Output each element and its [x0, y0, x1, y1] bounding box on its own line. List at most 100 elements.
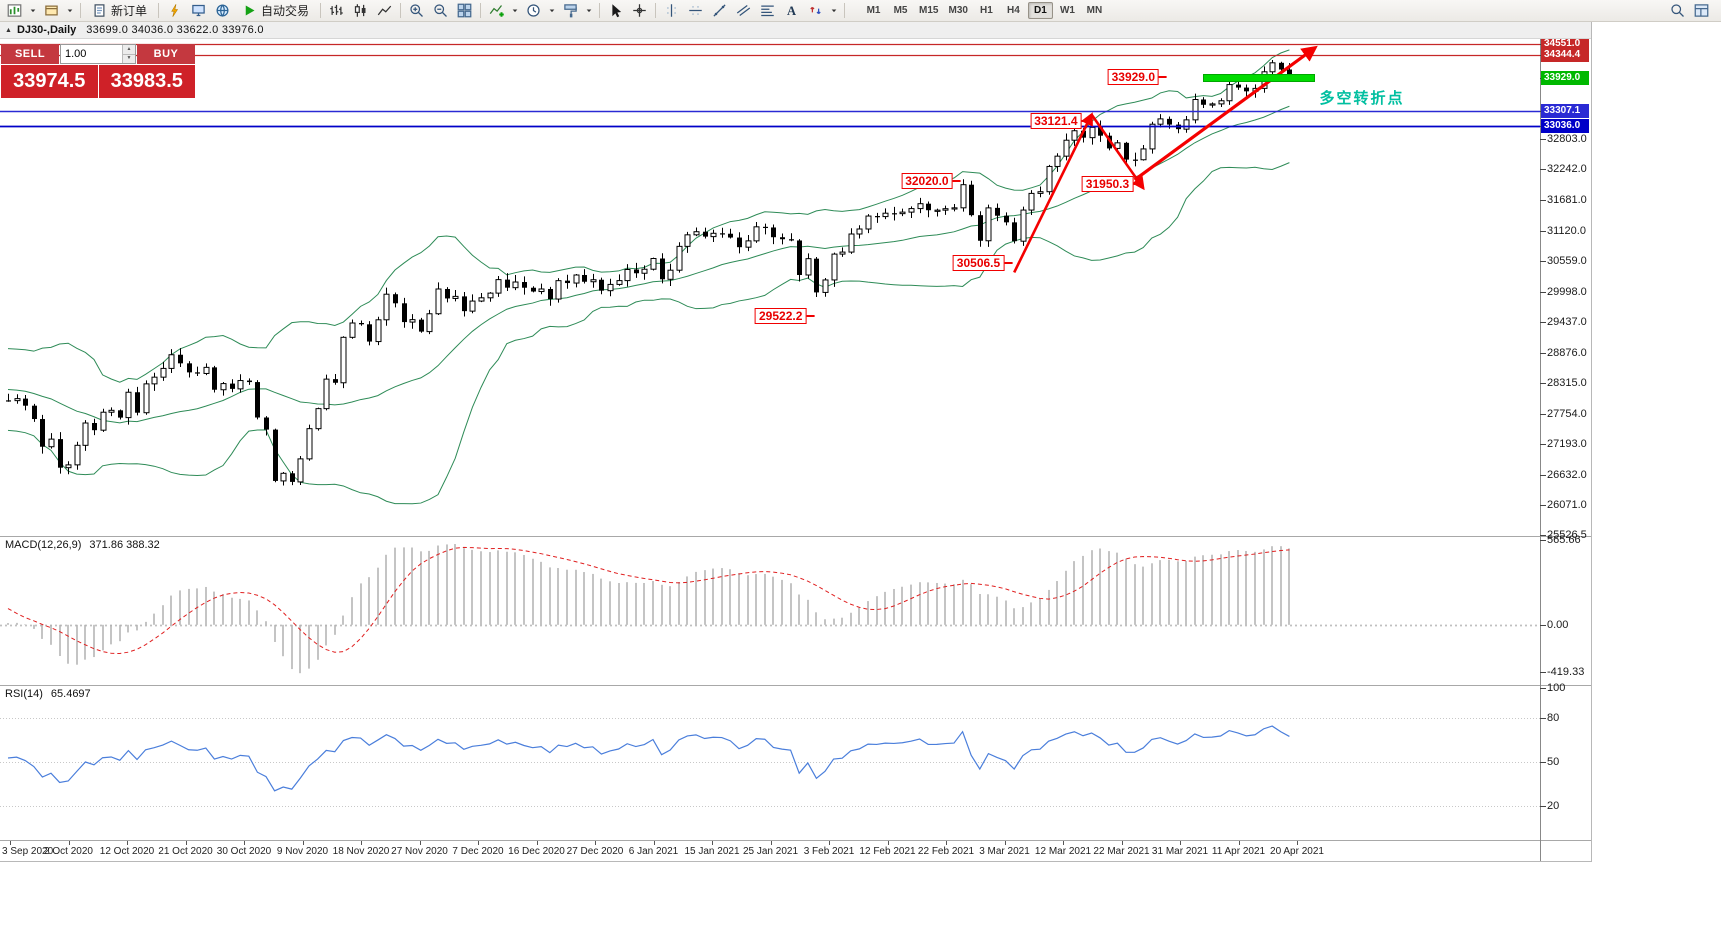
market-watch-button[interactable] — [211, 1, 234, 20]
search-icon — [1671, 4, 1684, 17]
profile-icon — [45, 5, 58, 16]
arrows-tool-button[interactable] — [804, 1, 827, 20]
equidistant-channel-tool-button[interactable] — [732, 1, 755, 20]
doc-icon — [94, 4, 105, 17]
volume-decrease-button[interactable]: ▼ — [123, 54, 135, 63]
horizontal-line-tool-button[interactable] — [684, 1, 707, 20]
volume-increase-button[interactable]: ▲ — [123, 45, 135, 55]
crosshair-tool-button[interactable] — [628, 1, 651, 20]
macd-axis-label: 565.66 — [1547, 534, 1581, 546]
time-axis-label: 15 Jan 2021 — [684, 846, 740, 857]
time-axis-label: 22 Feb 2021 — [917, 846, 975, 857]
periods-menu-button[interactable] — [546, 1, 558, 20]
timeframe-m1-button[interactable]: M1 — [866, 5, 881, 16]
buy-button[interactable]: BUY — [137, 44, 195, 64]
price-tag[interactable]: 31950.3 — [1081, 176, 1142, 193]
caret-icon — [512, 9, 518, 13]
price-level-label: 33307.1 — [1541, 104, 1589, 119]
sell-price[interactable]: 33974.5 — [1, 65, 98, 98]
price-axis-label: 25526.5 — [1547, 529, 1587, 541]
toolbar-right-group — [1666, 1, 1718, 20]
volume-input[interactable] — [61, 45, 122, 63]
caret-icon — [67, 9, 73, 13]
lightning-icon — [171, 4, 179, 17]
chart-layout-button[interactable] — [1690, 1, 1713, 20]
highlight-zone[interactable] — [1203, 73, 1316, 82]
line-chart-mode-button[interactable] — [373, 1, 396, 20]
bar-chart-mode-button[interactable] — [325, 1, 348, 20]
trendline-icon — [713, 4, 726, 17]
time-axis-label: 9 Nov 2020 — [276, 846, 329, 857]
price-axis-label: 26071.0 — [1547, 499, 1587, 512]
price-level-label: 34551.0 — [1541, 36, 1589, 51]
tile-icon — [457, 3, 472, 18]
price-tag[interactable]: 33121.4 — [1030, 112, 1091, 129]
crosshair-icon — [633, 4, 646, 17]
vertical-line-tool-button[interactable] — [660, 1, 683, 20]
rsi-axis-label: 50 — [1547, 756, 1560, 768]
timeframe-mn-button[interactable]: MN — [1086, 5, 1103, 16]
chart-window: DJ30-,Daily 33699.0 34036.0 33622.0 3397… — [0, 22, 1592, 862]
toolbar-separator — [158, 3, 160, 18]
timeframe-m30-button[interactable]: M30 — [948, 5, 968, 16]
search-button[interactable] — [1666, 1, 1689, 20]
candlestick-mode-button[interactable] — [349, 1, 372, 20]
time-axis-label: 20 Apr 2021 — [1270, 846, 1324, 857]
trendline-tool-button[interactable] — [708, 1, 731, 20]
vline-icon — [667, 4, 676, 17]
globe-icon — [216, 4, 229, 17]
periods-button[interactable] — [522, 1, 545, 20]
monitor-icon — [192, 4, 205, 17]
timeframe-d1-button[interactable]: D1 — [1027, 2, 1053, 19]
cursor-icon — [612, 4, 622, 18]
indicators-menu-button[interactable] — [509, 1, 521, 20]
timeframe-h4-button[interactable]: H4 — [1007, 5, 1020, 16]
templates-button[interactable] — [559, 1, 582, 20]
new-chart-button[interactable] — [3, 1, 26, 20]
price-tag[interactable]: 29522.2 — [755, 308, 815, 325]
toolbar-separator — [480, 3, 482, 18]
time-axis-label: 11 Apr 2021 — [1211, 846, 1266, 857]
arrows-menu-button[interactable] — [828, 1, 840, 20]
text-tool-button[interactable]: A — [780, 1, 803, 20]
time-axis-label: 3 Feb 2021 — [803, 846, 855, 857]
new-chart-menu-button[interactable] — [27, 1, 39, 20]
metaeditor-button[interactable] — [163, 1, 186, 20]
toolbar-separator — [599, 3, 601, 18]
rsi-indicator-label: RSI(14) 65.4697 — [5, 688, 91, 700]
price-axis-label: 28876.0 — [1547, 346, 1587, 359]
sell-button[interactable]: SELL — [1, 44, 59, 64]
zoom-out-button[interactable] — [429, 1, 452, 20]
price-level-label: 33036.0 — [1541, 119, 1589, 134]
caret-icon — [30, 9, 36, 13]
chart-canvas[interactable] — [0, 39, 1591, 861]
main-toolbar: 新订单 自动交易 A M1 M5 M15 M30 H1 H4 D1 W1 MN — [0, 0, 1721, 22]
candles-icon — [354, 4, 366, 17]
new-order-button[interactable]: 新订单 — [85, 1, 154, 20]
tile-windows-button[interactable] — [453, 1, 476, 20]
caret-icon — [831, 9, 837, 13]
time-axis-label: 31 Mar 2021 — [1151, 846, 1209, 857]
profiles-button[interactable] — [40, 1, 63, 20]
profiles-menu-button[interactable] — [64, 1, 76, 20]
turning-point-label[interactable]: 多空转折点 — [1319, 89, 1405, 107]
fibonacci-tool-button[interactable] — [756, 1, 779, 20]
indicators-button[interactable] — [485, 1, 508, 20]
toolbar-separator — [844, 3, 846, 18]
terminal-button[interactable] — [187, 1, 210, 20]
price-tag[interactable]: 33929.0 — [1107, 68, 1168, 85]
timeframe-h1-button[interactable]: H1 — [980, 5, 993, 16]
autotrading-button[interactable]: 自动交易 — [235, 1, 316, 20]
time-axis-label: 22 Mar 2021 — [1093, 846, 1150, 857]
price-tag[interactable]: 30506.5 — [952, 254, 1013, 271]
time-axis-label: 18 Nov 2020 — [332, 846, 390, 857]
clock-icon — [527, 4, 540, 17]
buy-price[interactable]: 33983.5 — [98, 65, 195, 98]
zoom-in-button[interactable] — [405, 1, 428, 20]
cursor-tool-button[interactable] — [604, 1, 627, 20]
timeframe-w1-button[interactable]: W1 — [1059, 5, 1075, 16]
timeframe-m5-button[interactable]: M5 — [893, 5, 908, 16]
price-tag[interactable]: 32020.0 — [901, 172, 962, 189]
timeframe-m15-button[interactable]: M15 — [919, 5, 939, 16]
templates-menu-button[interactable] — [583, 1, 595, 20]
